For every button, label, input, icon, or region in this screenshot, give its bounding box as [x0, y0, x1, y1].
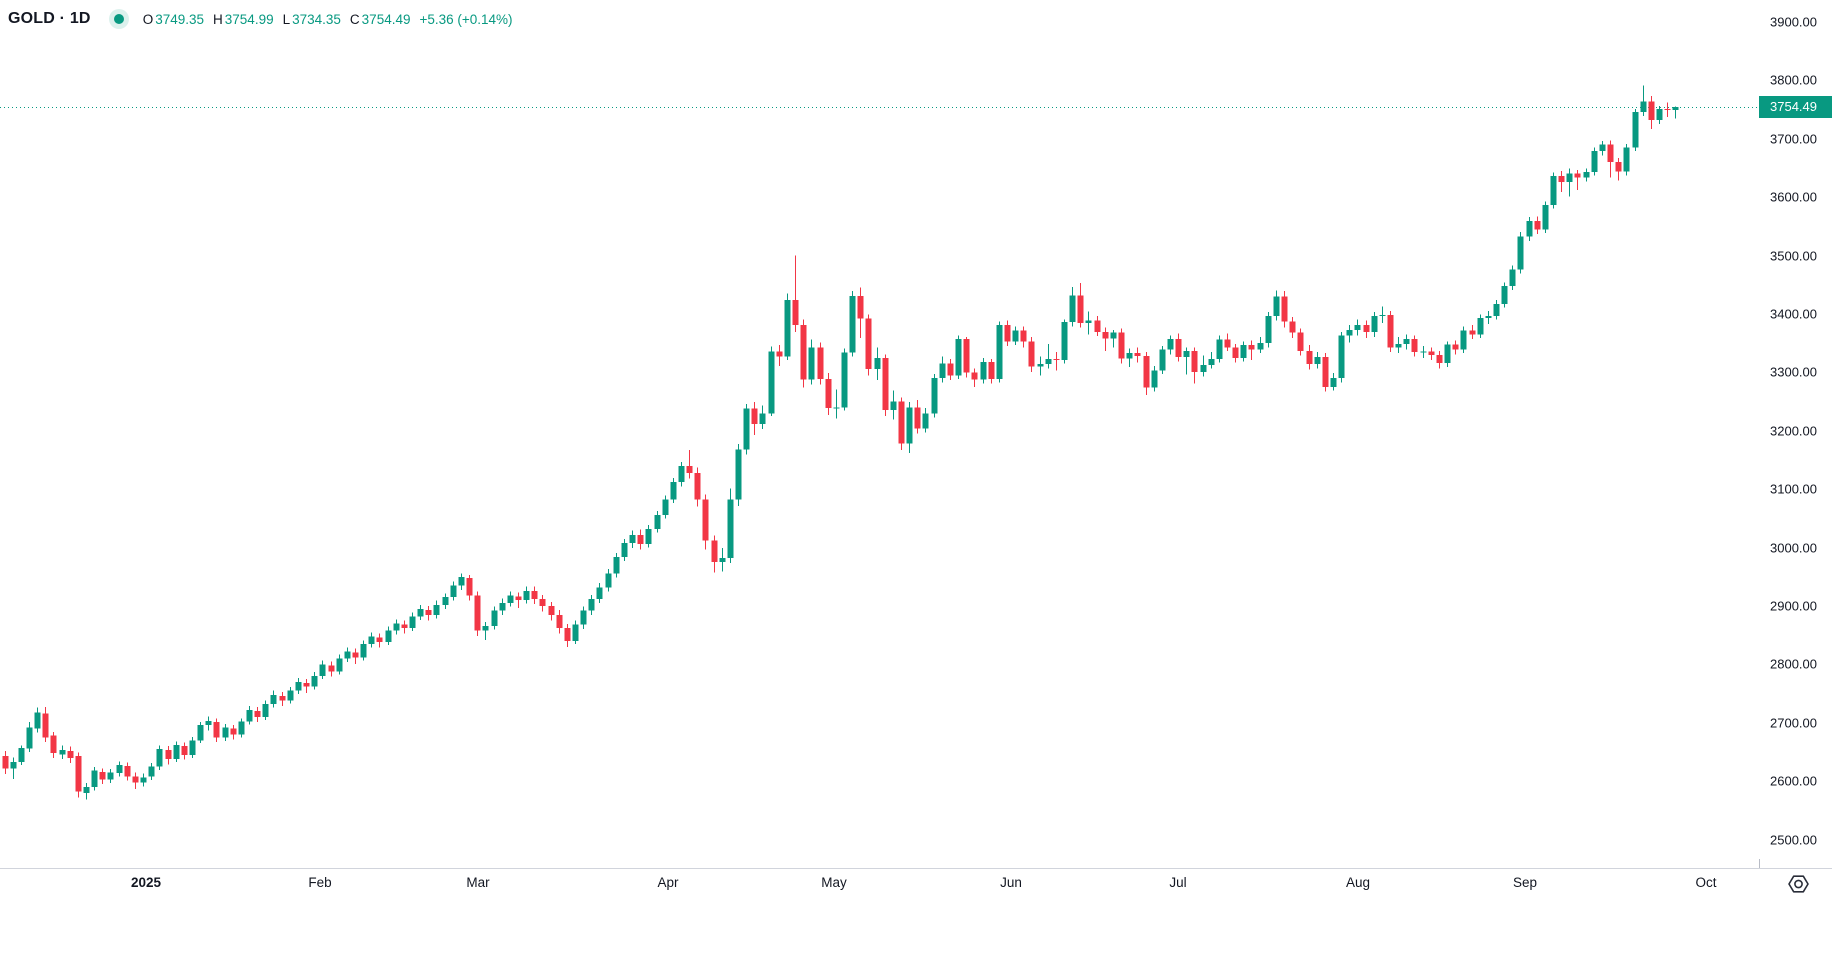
price-tick: 3500.00	[1770, 248, 1817, 264]
time-tick: Jun	[1000, 875, 1022, 890]
price-tick: 2900.00	[1770, 598, 1817, 614]
time-tick: Jul	[1169, 875, 1187, 890]
time-tick: Feb	[308, 875, 332, 890]
time-tick: Aug	[1345, 875, 1371, 890]
chart-legend: GOLD · 1D O 3749.35 H 3754.99 L 3734.35 …	[8, 6, 513, 32]
time-tick: Apr	[657, 875, 679, 890]
axis-corner-divider	[1759, 859, 1760, 868]
symbol-title[interactable]: GOLD · 1D	[8, 10, 91, 27]
price-tick: 3300.00	[1770, 364, 1817, 380]
price-tick: 3200.00	[1770, 423, 1817, 439]
price-tick: 3400.00	[1770, 306, 1817, 322]
price-tick: 2500.00	[1770, 832, 1817, 848]
high-value: 3754.99	[224, 11, 274, 27]
time-axis-border	[0, 868, 1832, 869]
time-tick: Oct	[1695, 875, 1717, 890]
market-status-icon[interactable]	[108, 9, 129, 29]
market-status-dot	[113, 14, 124, 24]
price-tick: 2700.00	[1770, 715, 1817, 731]
axis-settings-icon[interactable]	[1787, 873, 1810, 895]
open-label: O	[142, 11, 154, 27]
time-tick: 2025	[130, 875, 162, 890]
close-label: C	[349, 11, 360, 27]
close-value: 3754.49	[361, 11, 411, 27]
high-label: H	[213, 11, 223, 27]
last-price-label: 3754.49	[1759, 96, 1832, 118]
low-value: 3734.35	[292, 11, 341, 27]
price-tick: 2800.00	[1770, 656, 1817, 672]
change-value: +5.36 (+0.14%)	[419, 11, 513, 27]
price-tick: 3100.00	[1770, 481, 1817, 497]
time-tick: May	[821, 875, 847, 890]
price-tick: 3000.00	[1770, 540, 1817, 556]
time-tick: Sep	[1512, 875, 1538, 890]
price-axis[interactable]: 3900.00 3800.00 3700.00 3600.00 3500.00 3400.…	[1760, 0, 1832, 868]
price-tick: 3700.00	[1770, 131, 1817, 147]
time-tick: Mar	[466, 875, 490, 890]
time-axis[interactable]: 2025 Feb Mar Apr May Jun Jul Aug Sep Oct	[0, 869, 1832, 962]
price-tick: 3600.00	[1770, 189, 1817, 205]
ohlc-readout: O 3749.35 H 3754.99 L 3734.35 C 3754.49 …	[143, 12, 513, 27]
price-tick: 2600.00	[1770, 773, 1817, 789]
price-tick: 3800.00	[1770, 72, 1817, 88]
open-value: 3749.35	[155, 11, 205, 27]
price-tick: 3900.00	[1770, 14, 1817, 30]
low-label: L	[282, 11, 291, 27]
